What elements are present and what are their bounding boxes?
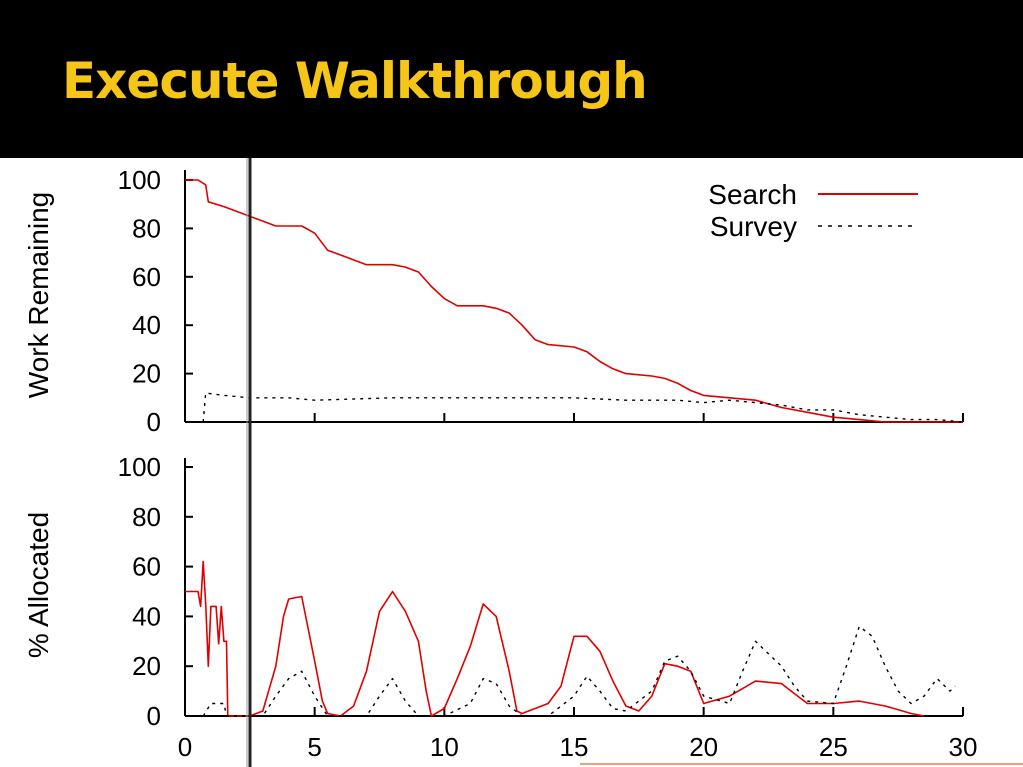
y-tick-label: 100 — [118, 165, 161, 195]
y-tick-label: 20 — [132, 651, 161, 681]
y-tick-label: 80 — [132, 502, 161, 532]
legend-label-search: Search — [708, 179, 797, 210]
y-tick-label: 40 — [132, 310, 161, 340]
work-remaining-panel: Work Remaining 100 80 60 40 20 0 Search Surve… — [23, 165, 964, 437]
series-line-survey — [202, 392, 964, 423]
legend-label-survey: Survey — [710, 211, 797, 242]
slide-title: Execute Walkthrough — [62, 52, 648, 110]
x-tick-label: 15 — [560, 732, 589, 762]
series-line-search — [185, 179, 963, 423]
y-tick-label: 60 — [132, 262, 161, 292]
y-tick-label: 60 — [132, 552, 161, 582]
y-tick-label: 80 — [132, 213, 161, 243]
y-tick-label: 20 — [132, 359, 161, 389]
series-line-search — [185, 560, 925, 717]
y-tick-label: 100 — [118, 452, 161, 482]
x-tick-label: 25 — [819, 732, 848, 762]
series-line-survey — [202, 625, 956, 717]
x-tick-label: 0 — [178, 732, 192, 762]
x-tick-label: 5 — [307, 732, 321, 762]
title-bar: Execute Walkthrough — [0, 0, 1023, 158]
y-tick-label: 0 — [147, 701, 161, 731]
y-axis-title-allocated: % Allocated — [23, 512, 54, 658]
legend: Search Survey — [708, 179, 918, 242]
y-tick-label: 0 — [147, 407, 161, 437]
x-tick-label: 10 — [430, 732, 459, 762]
y-axis-title-work-remaining: Work Remaining — [23, 192, 54, 398]
percent-allocated-panel: % Allocated 100 80 60 40 20 0 0 5 10 15 20 25 30 — [23, 452, 977, 762]
x-tick-label: 20 — [689, 732, 718, 762]
x-tick-label: 30 — [949, 732, 978, 762]
y-tick-label: 40 — [132, 601, 161, 631]
